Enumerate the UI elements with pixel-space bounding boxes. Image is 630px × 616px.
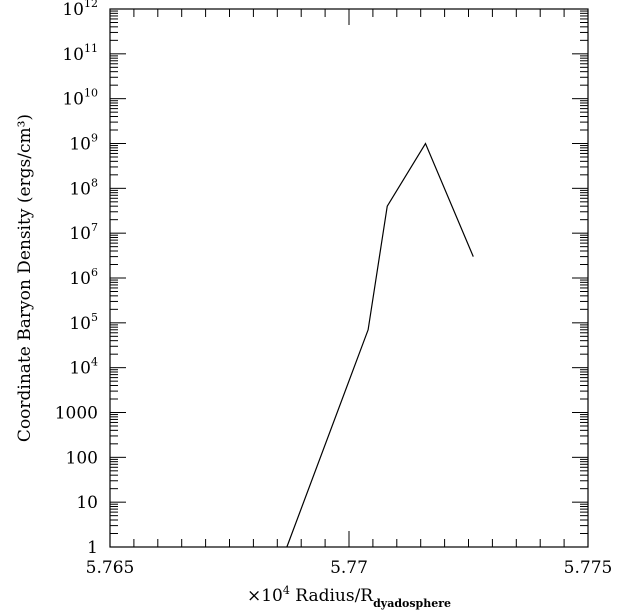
y-tick-label: 1011	[62, 42, 98, 65]
y-tick-label: 1	[87, 538, 98, 558]
y-tick-label: 104	[69, 356, 98, 379]
y-tick-label: 106	[69, 266, 98, 289]
y-tick-label: 1012	[62, 0, 98, 20]
minor-ticks	[110, 9, 588, 547]
series-layer	[286, 142, 474, 548]
y-tick-labels: 1 10 100 1000 104 105 106 107 108 109 1010 1011 1012	[55, 0, 98, 558]
x-axis-title: ×104 Radius/Rdyadosphere	[247, 584, 451, 610]
plot-frame	[109, 8, 589, 548]
y-tick-label: 1010	[62, 87, 98, 110]
y-tick-label: 108	[69, 176, 98, 199]
x-tick-label: 5.765	[86, 558, 135, 578]
y-axis-title: Coordinate Baryon Density (ergs/cm³)	[15, 114, 35, 442]
y-tick-label: 109	[69, 132, 98, 155]
y-tick-label: 107	[69, 221, 98, 244]
x-tick-label: 5.77	[330, 558, 368, 578]
major-ticks	[109, 8, 589, 548]
series-line	[286, 142, 474, 548]
x-tick-labels: 5.765 5.77 5.775	[86, 558, 613, 578]
y-tick-label: 1000	[55, 404, 98, 424]
y-tick-label: 105	[69, 311, 98, 334]
x-tick-label: 5.775	[564, 558, 613, 578]
y-tick-label: 10	[76, 493, 98, 513]
y-tick-label: 100	[66, 448, 98, 468]
